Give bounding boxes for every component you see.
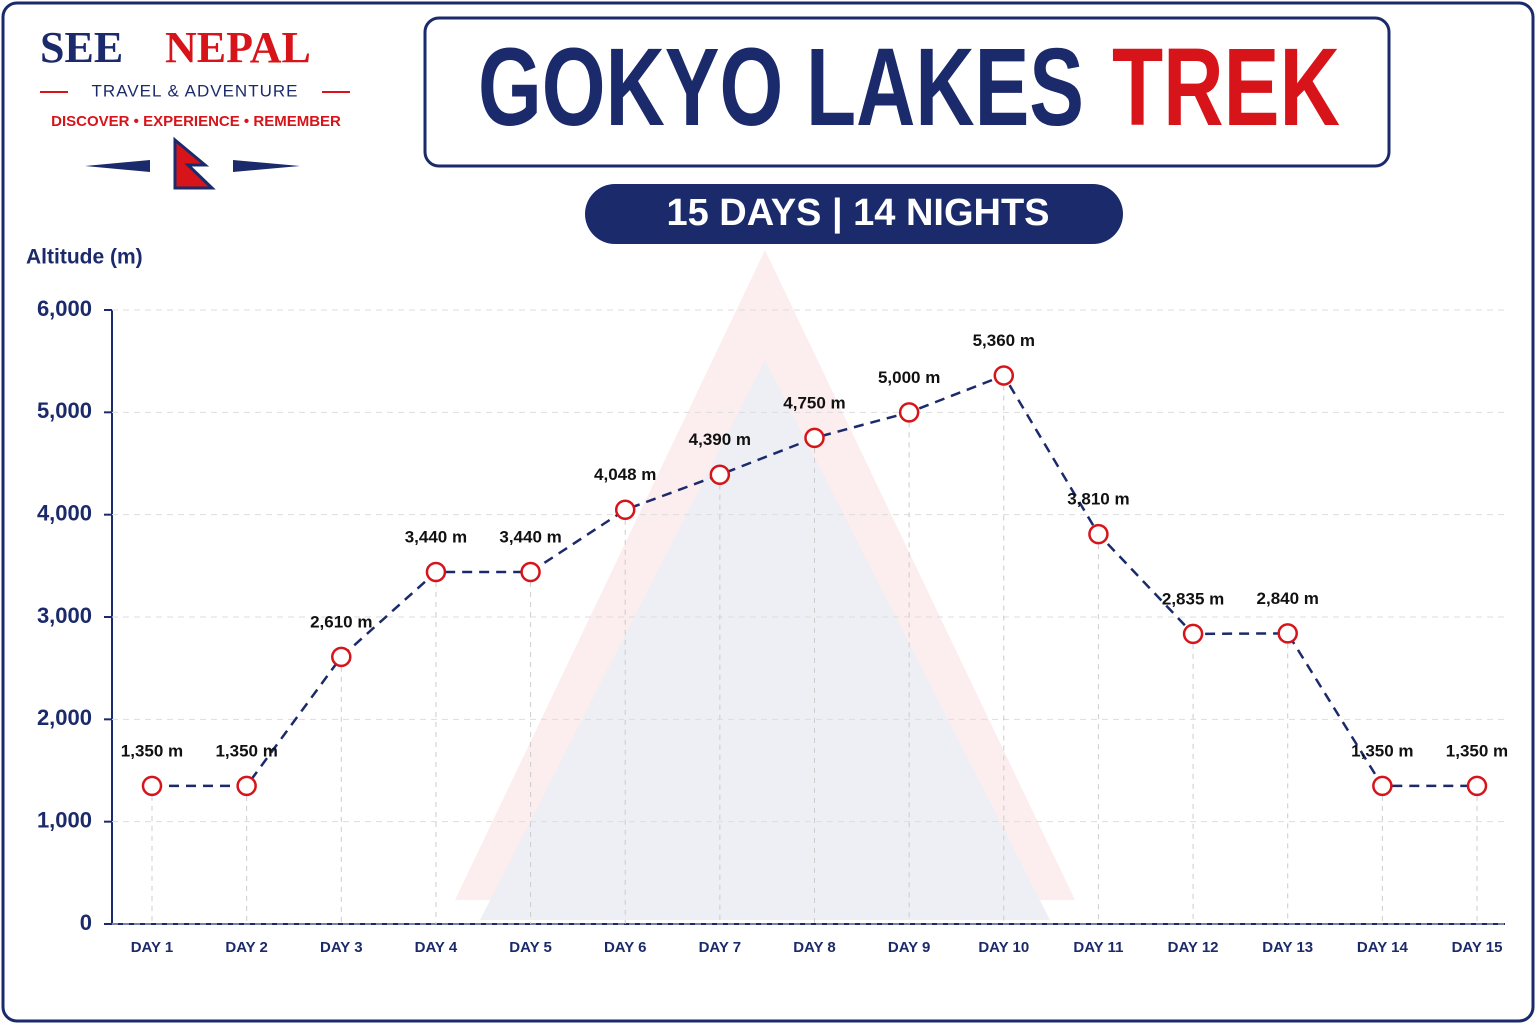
y-tick-label: 2,000 bbox=[37, 705, 92, 730]
x-tick-label: DAY 9 bbox=[888, 939, 931, 956]
marker bbox=[614, 499, 636, 521]
value-label: 4,750 m bbox=[783, 393, 845, 412]
value-label: 3,810 m bbox=[1067, 490, 1129, 509]
brand-motto: DISCOVER • EXPERIENCE • REMEMBER bbox=[51, 113, 341, 130]
value-label: 1,350 m bbox=[1351, 741, 1413, 760]
marker bbox=[1466, 775, 1488, 797]
marker bbox=[898, 402, 920, 423]
x-tick-label: DAY 7 bbox=[699, 939, 742, 956]
marker bbox=[1277, 623, 1298, 644]
y-axis-label: Altitude (m) bbox=[26, 246, 143, 269]
marker bbox=[804, 427, 825, 449]
chart-title-highlight: TREK bbox=[1112, 26, 1340, 149]
subtitle-pill bbox=[585, 184, 1123, 244]
value-label: 5,000 m bbox=[878, 368, 940, 387]
marker bbox=[520, 561, 541, 583]
value-label: 4,048 m bbox=[594, 465, 656, 484]
flag bbox=[173, 136, 216, 190]
x-tick-label: DAY 5 bbox=[509, 939, 552, 956]
value-label: 1,350 m bbox=[1446, 741, 1508, 760]
marker bbox=[1372, 775, 1393, 797]
value-label: 3,440 m bbox=[405, 527, 467, 546]
chart-subtitle: 15 DAYS | 14 NIGHTS bbox=[666, 192, 1049, 234]
value-label: 4,390 m bbox=[689, 430, 751, 449]
x-tick-label: DAY 15 bbox=[1452, 939, 1503, 956]
line bbox=[152, 373, 1477, 788]
x-tick-label: DAY 10 bbox=[978, 939, 1029, 956]
title-box bbox=[423, 16, 1391, 168]
y-tick-label: 1,000 bbox=[37, 807, 92, 832]
x-tick-label: DAY 14 bbox=[1357, 939, 1409, 956]
brand-name: NEPAL bbox=[165, 23, 311, 72]
y-tick-label: 4,000 bbox=[37, 500, 92, 525]
marker bbox=[425, 561, 447, 583]
x-tick-label: DAY 11 bbox=[1073, 939, 1123, 956]
x-tick-label: DAY 3 bbox=[320, 939, 363, 956]
value-label: 1,350 m bbox=[121, 741, 183, 760]
chart-title: GOKYO LAKES bbox=[478, 26, 1084, 149]
value-label: 2,840 m bbox=[1257, 589, 1319, 608]
x-tick-label: DAY 12 bbox=[1168, 939, 1219, 956]
marker bbox=[709, 464, 731, 486]
marker bbox=[1088, 523, 1109, 545]
value-label: 3,440 m bbox=[499, 527, 561, 546]
y-tick-label: 0 bbox=[80, 910, 92, 935]
brand-tagline: TRAVEL & ADVENTURE bbox=[92, 81, 299, 100]
value-label: 5,360 m bbox=[973, 331, 1035, 350]
x-tick-label: DAY 13 bbox=[1262, 939, 1313, 956]
marker bbox=[331, 646, 352, 668]
y-tick-label: 3,000 bbox=[37, 603, 92, 628]
x-tick-label: DAY 2 bbox=[225, 939, 268, 956]
y-tick-label: 6,000 bbox=[37, 296, 92, 321]
x-tick-label: DAY 8 bbox=[793, 939, 836, 956]
x-tick-label: DAY 1 bbox=[131, 939, 174, 956]
ornament bbox=[85, 160, 150, 172]
y-tick-label: 5,000 bbox=[37, 398, 92, 423]
x-tick-label: DAY 6 bbox=[604, 939, 647, 956]
marker bbox=[141, 775, 163, 797]
value-label: 2,835 m bbox=[1162, 589, 1224, 608]
marker bbox=[236, 775, 257, 797]
value-label: 1,350 m bbox=[215, 741, 277, 760]
x-tick-label: DAY 4 bbox=[415, 939, 458, 956]
value-label: 2,610 m bbox=[310, 612, 372, 631]
marker bbox=[993, 365, 1015, 386]
marker bbox=[1182, 623, 1204, 645]
brand-name: SEE bbox=[40, 23, 123, 72]
ornament bbox=[233, 160, 300, 172]
watermark bbox=[455, 250, 1075, 920]
